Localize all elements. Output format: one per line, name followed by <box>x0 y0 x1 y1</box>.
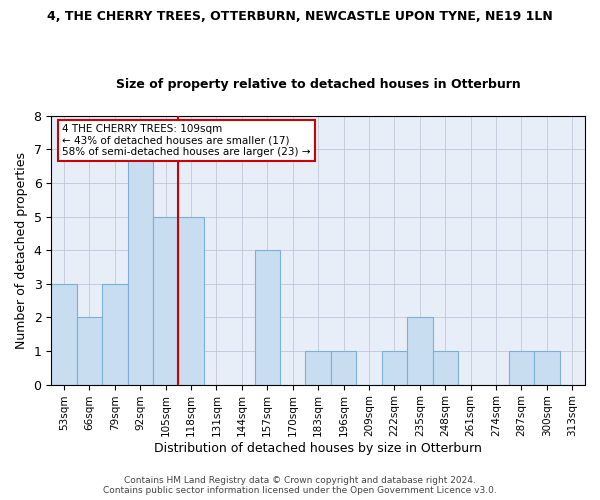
Bar <box>331 351 356 384</box>
Bar <box>254 250 280 384</box>
Bar <box>51 284 77 384</box>
Bar <box>305 351 331 384</box>
Bar <box>382 351 407 384</box>
Bar <box>102 284 128 384</box>
Title: Size of property relative to detached houses in Otterburn: Size of property relative to detached ho… <box>116 78 521 91</box>
Text: Contains HM Land Registry data © Crown copyright and database right 2024.
Contai: Contains HM Land Registry data © Crown c… <box>103 476 497 495</box>
Text: 4, THE CHERRY TREES, OTTERBURN, NEWCASTLE UPON TYNE, NE19 1LN: 4, THE CHERRY TREES, OTTERBURN, NEWCASTL… <box>47 10 553 23</box>
Bar <box>153 216 178 384</box>
Bar <box>407 318 433 384</box>
Bar <box>509 351 534 384</box>
Bar <box>77 318 102 384</box>
X-axis label: Distribution of detached houses by size in Otterburn: Distribution of detached houses by size … <box>154 442 482 455</box>
Bar <box>534 351 560 384</box>
Bar <box>128 150 153 384</box>
Y-axis label: Number of detached properties: Number of detached properties <box>15 152 28 348</box>
Text: 4 THE CHERRY TREES: 109sqm
← 43% of detached houses are smaller (17)
58% of semi: 4 THE CHERRY TREES: 109sqm ← 43% of deta… <box>62 124 310 157</box>
Bar <box>433 351 458 384</box>
Bar <box>178 216 204 384</box>
